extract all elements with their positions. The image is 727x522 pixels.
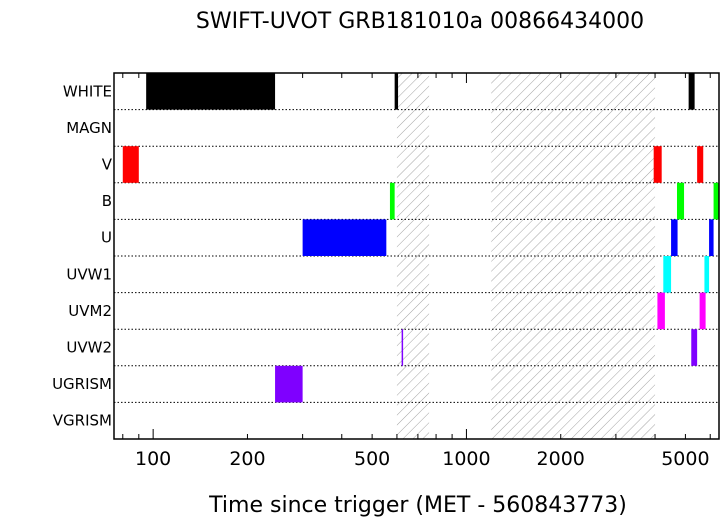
exposure-bar-ugrism — [275, 365, 303, 403]
filter-label-magn: MAGN — [66, 119, 112, 137]
exposure-bar-uvw1 — [704, 256, 710, 293]
exposure-bar-b — [713, 182, 719, 220]
chart-title: SWIFT-UVOT GRB181010a 00866434000 — [196, 9, 644, 34]
plot-frame — [113, 72, 720, 440]
filter-label-white: WHITE — [63, 82, 112, 100]
exposure-bar-b — [676, 182, 685, 220]
exposure-bar-uvw2 — [691, 329, 698, 366]
exposure-bar-white — [146, 73, 276, 110]
x-axis-ticks: 100 200 500 1000 2000 5000 — [122, 73, 711, 470]
observation-gaps — [396, 73, 656, 439]
x-tick-label: 1000 — [442, 448, 490, 470]
x-tick-label: 200 — [229, 448, 265, 470]
filter-label-v: V — [102, 156, 113, 174]
filter-label-vgrism: VGRISM — [53, 412, 112, 430]
exposure-bar-v — [122, 146, 139, 183]
filter-label-b: B — [102, 192, 112, 210]
x-tick-label: 100 — [135, 448, 171, 470]
exposure-bar-white — [688, 73, 695, 110]
filter-label-uvw1: UVW1 — [66, 265, 112, 283]
exposure-bar-u — [671, 219, 678, 256]
filter-label-uvw2: UVW2 — [66, 339, 112, 357]
exposure-bars — [122, 73, 719, 403]
exposure-bar-b — [389, 182, 395, 220]
exposure-bar-v — [697, 146, 704, 183]
exposure-bar-u — [302, 219, 387, 256]
x-tick-label: 5000 — [661, 448, 709, 470]
x-axis-label: Time since trigger (MET - 560843773) — [208, 493, 627, 518]
exposure-bar-u — [709, 219, 714, 256]
filter-label-u: U — [101, 229, 112, 247]
filter-labels: WHITE MAGN VB U UVW1 UVM2 UVW2 UGRISM VGRISM — [52, 82, 113, 429]
filter-rows — [114, 109, 719, 403]
x-tick-label: 500 — [354, 448, 390, 470]
x-tick-label: 2000 — [537, 448, 585, 470]
exposure-bar-white — [394, 73, 399, 110]
exposure-bar-v — [653, 146, 662, 183]
exposure-bar-uvw2 — [401, 329, 404, 366]
exposure-bar-uvw1 — [663, 256, 672, 293]
exposure-bar-uvm2 — [657, 292, 665, 330]
exposure-bar-uvm2 — [699, 292, 706, 330]
filter-label-uvm2: UVM2 — [68, 302, 112, 320]
filter-label-ugrism: UGRISM — [52, 375, 112, 393]
